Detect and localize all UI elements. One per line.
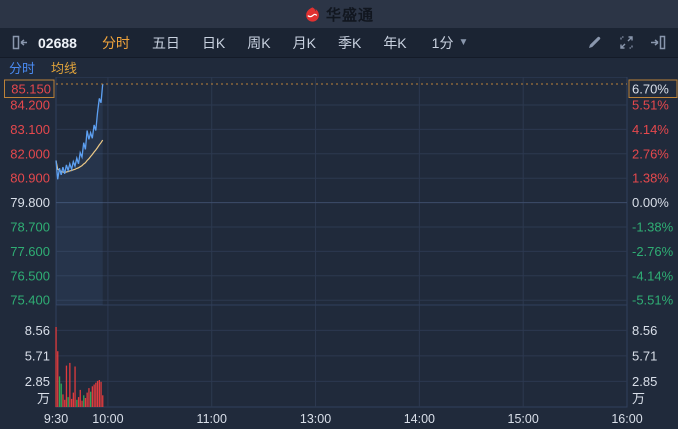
legend-item-average[interactable]: 均线: [51, 61, 78, 76]
volume-axis-label: 2.85: [632, 374, 657, 389]
tab-yearly-k[interactable]: 年K: [383, 34, 407, 51]
panel-collapse-left-icon[interactable]: [10, 34, 30, 52]
time-axis-label: 14:00: [404, 412, 435, 426]
chart-legend: 分时 均线: [0, 58, 678, 77]
draw-pencil-icon[interactable]: [584, 34, 604, 52]
volume-axis-label: 2.85: [25, 374, 50, 389]
plot-border: [55, 77, 628, 408]
volume-bar: [76, 399, 78, 407]
volume-bar: [95, 382, 97, 407]
time-axis-label: 13:00: [300, 412, 331, 426]
percent-axis-label: 5.51%: [632, 98, 669, 113]
percent-axis-label: 1.38%: [632, 171, 669, 186]
current-percent-box: [628, 79, 678, 98]
volume-bar: [81, 400, 83, 407]
volume-bar: [64, 399, 66, 407]
volume-bar: [60, 383, 62, 407]
percent-axis-label: 2.76%: [632, 146, 669, 161]
price-axis-label: 76.500: [10, 268, 50, 283]
chevron-down-icon: ▼: [458, 37, 469, 48]
price-axis-label: 78.700: [10, 220, 50, 235]
volume-bar: [55, 327, 57, 407]
tab-minute[interactable]: 分时: [101, 34, 130, 51]
volume-bar: [91, 386, 93, 407]
price-axis-label: 83.100: [10, 122, 50, 137]
volume-bar: [65, 365, 68, 407]
percent-axis-label: -4.14%: [632, 268, 674, 283]
dock-right-icon[interactable]: [648, 34, 668, 52]
intraday-chart[interactable]: 84.200 83.100 82.000 80.900 79.800 78.700 77.6…: [0, 77, 678, 429]
percent-axis-label: -5.51%: [632, 293, 674, 308]
volume-bar: [72, 392, 74, 407]
tab-5day[interactable]: 五日: [151, 34, 180, 51]
toolbar-actions: [584, 34, 668, 52]
huasheng-flame-logo-icon: [306, 6, 319, 22]
volume-bar: [86, 392, 88, 407]
tab-quarterly-k[interactable]: 季K: [337, 34, 362, 51]
stock-code: 02688: [38, 34, 77, 51]
fullscreen-expand-icon[interactable]: [616, 34, 636, 52]
time-axis-label: 16:00: [611, 412, 642, 426]
time-axis-label: 15:00: [508, 412, 539, 426]
tab-monthly-k[interactable]: 月K: [292, 34, 316, 51]
app-header: 华盛通: [0, 0, 678, 28]
price-axis-label: 77.600: [10, 244, 50, 259]
volume-bar: [100, 381, 102, 407]
volume-axis-label: 8.56: [25, 323, 50, 338]
volume-bar: [102, 395, 104, 407]
current-price-box: [4, 79, 55, 98]
volume-bar: [77, 397, 80, 407]
percent-axis-label: -1.38%: [632, 220, 674, 235]
current-price-label: 85.150: [11, 82, 51, 97]
volume-axis-label: 8.56: [632, 323, 657, 338]
interval-value: 1分: [431, 34, 454, 51]
volume-bar: [84, 398, 87, 407]
volume-unit-label: 万: [632, 391, 645, 406]
price-line: [55, 83, 104, 180]
interval-dropdown[interactable]: 1分 ▼: [432, 33, 469, 53]
price-axis-label: 82.000: [10, 146, 50, 161]
volume-bar: [93, 384, 95, 407]
volume-bar: [88, 388, 90, 407]
app-name: 华盛通: [325, 6, 374, 24]
volume-unit-label: 万: [37, 391, 50, 406]
volume-bar: [67, 397, 69, 407]
volume-bar: [83, 395, 85, 407]
volume-bar: [96, 380, 99, 407]
price-area-fill: [56, 83, 103, 306]
volume-bar: [58, 376, 61, 407]
volume-axis-label: 5.71: [632, 348, 657, 363]
chart-toolbar: 02688 分时 五日 日K 周K 月K 季K 年K 1分 ▼: [0, 28, 678, 58]
volume-bar: [57, 351, 59, 407]
volume-bar: [74, 366, 76, 407]
time-axis-label: 9:30: [44, 412, 68, 426]
price-axis-label: 75.400: [10, 293, 50, 308]
volume-bar: [90, 391, 92, 407]
price-axis-label: 80.900: [10, 171, 50, 186]
price-axis-label: 84.200: [10, 98, 50, 113]
tab-weekly-k[interactable]: 周K: [247, 34, 271, 51]
volume-axis-label: 5.71: [25, 348, 50, 363]
legend-item-price[interactable]: 分时: [9, 61, 36, 76]
volume-bar: [71, 398, 73, 407]
time-axis-label: 10:00: [92, 412, 123, 426]
volume-bar: [62, 394, 64, 407]
volume-bar: [69, 362, 71, 407]
tab-daily-k[interactable]: 日K: [201, 34, 226, 51]
percent-axis-label: -2.76%: [632, 244, 674, 259]
volume-bar: [98, 380, 100, 407]
volume-bar: [79, 389, 81, 407]
time-axis-label: 11:00: [197, 412, 227, 426]
percent-axis-label: 0.00%: [632, 195, 669, 210]
price-axis-label: 79.800: [10, 195, 50, 210]
current-percent-label: 6.70%: [632, 82, 669, 97]
percent-axis-label: 4.14%: [632, 122, 669, 137]
